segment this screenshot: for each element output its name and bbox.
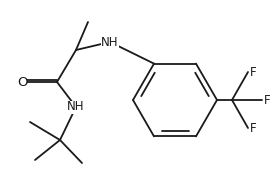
Text: NH: NH	[101, 35, 119, 49]
Text: F: F	[250, 122, 256, 134]
Text: O: O	[17, 76, 27, 88]
Text: F: F	[250, 66, 256, 79]
Text: NH: NH	[67, 100, 85, 113]
Text: F: F	[264, 93, 270, 107]
